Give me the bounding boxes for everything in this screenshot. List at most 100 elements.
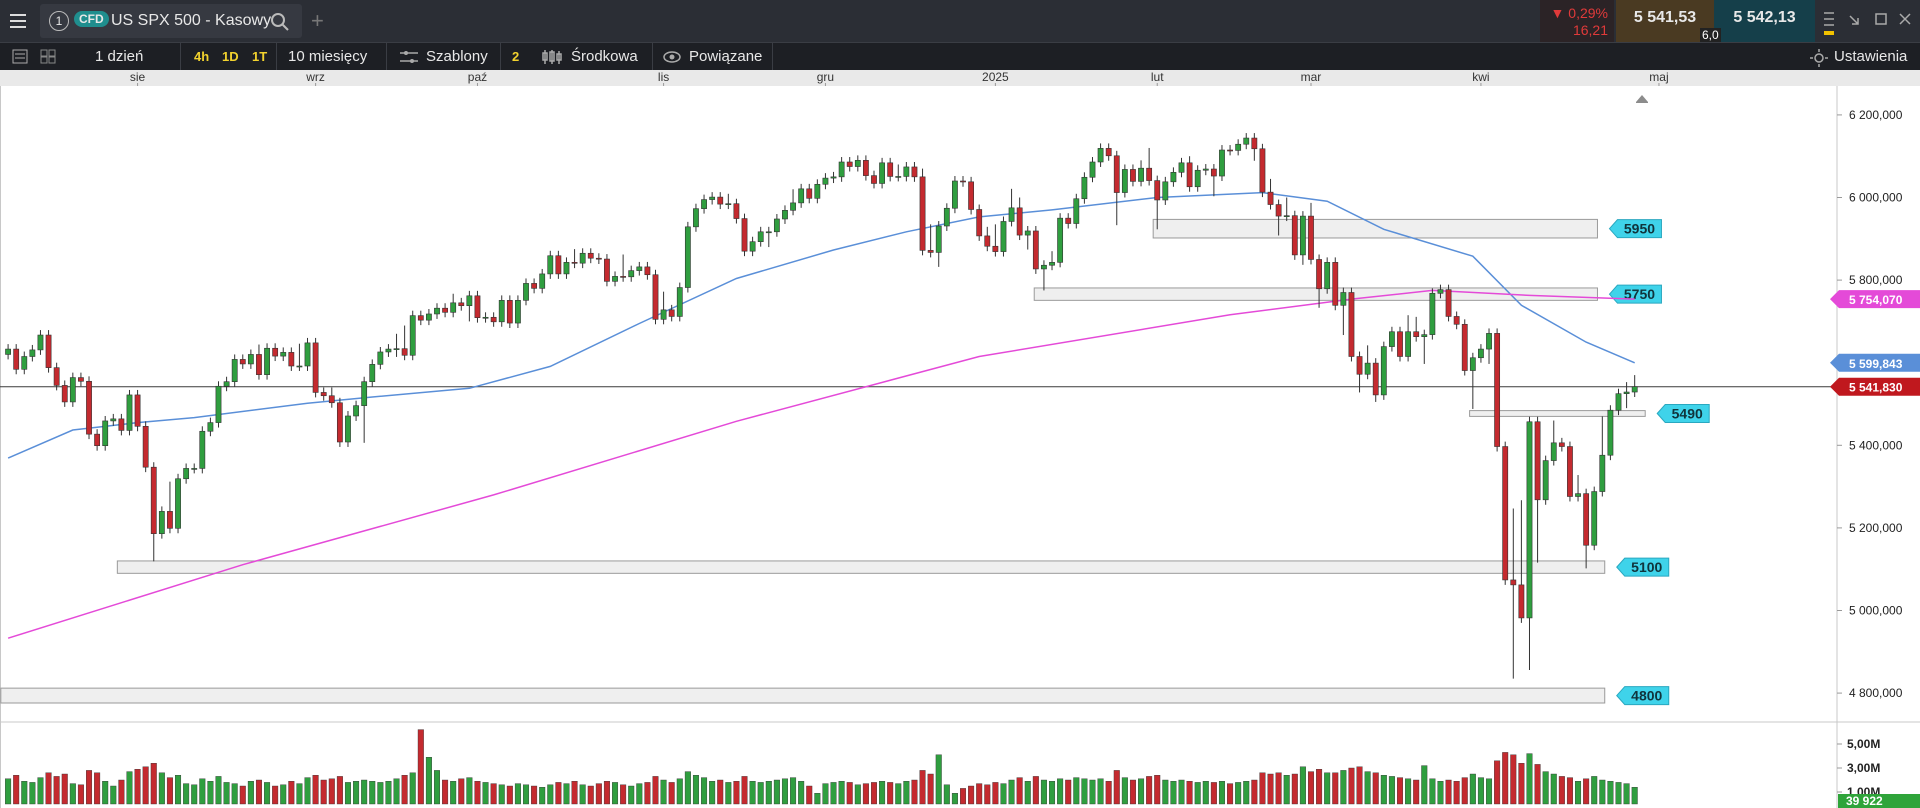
volume-bar [5,778,12,805]
volume-bar [45,772,52,805]
candle-body [280,352,287,357]
volume-bar [1283,775,1290,805]
candle-body [935,225,942,253]
candle-body [1607,409,1614,456]
candle-body [353,405,359,417]
sell-price[interactable]: 5 541,53 [1616,0,1714,42]
separator [500,43,501,71]
settings[interactable]: Ustawienia [1834,48,1908,65]
settings-icon[interactable] [1810,49,1828,67]
quick-interval[interactable]: 1D [222,49,239,64]
volume-bar [1340,770,1347,805]
volume-bar [1089,779,1096,805]
instrument-name: US SPX 500 - Kasowy [111,12,272,29]
candle-body [466,295,473,307]
volume-bar [1413,779,1420,805]
volume-bar [652,776,659,805]
search-icon[interactable] [270,12,290,32]
x-tick-label: lis [658,70,669,84]
volume-bar [531,785,538,805]
buy-price[interactable]: 5 542,13 [1714,0,1815,42]
candle-body [1299,215,1306,256]
volume-bar [393,778,400,805]
templates[interactable]: Szablony [426,48,488,65]
volume-bar [166,777,173,805]
candle-body [1283,215,1290,217]
separator [652,43,653,71]
add-tab[interactable]: + [311,8,324,33]
related-icon[interactable] [663,51,681,63]
volume-bar [620,784,627,805]
candle-body [86,380,92,435]
volume-bar [1008,779,1015,805]
volume-bar [612,782,619,805]
mode-icon[interactable] [542,49,564,65]
candle-body [102,420,109,447]
zone-label: 5950 [1624,221,1655,237]
volume-bar [968,785,975,805]
candle-body [660,309,667,320]
candle-body [1210,168,1217,177]
candle-body [879,162,885,184]
volume-bar [636,783,643,805]
candle-body [1154,180,1161,201]
candle-body [943,207,950,227]
range[interactable]: 10 miesięcy [288,48,368,65]
candle-body [1486,333,1492,350]
volume-bar [822,783,829,805]
event-marker[interactable] [1636,95,1648,103]
volume-bar [353,781,360,805]
volume-bar [1210,782,1217,805]
volume-bar [692,775,699,805]
volume-bar [450,781,457,805]
candle-body [288,352,295,367]
related[interactable]: Powiązane [689,48,763,65]
volume-bar [1397,777,1404,805]
volume-bar [442,779,449,805]
volume-bar [628,785,635,805]
ma-badge-label: 5 599,843 [1849,357,1903,371]
candle-body [1348,292,1355,357]
candle-body [765,231,772,234]
candle-body [862,160,869,176]
candle-body [952,180,958,209]
candle-body [806,188,813,199]
candle-body [927,250,934,253]
menu-icon[interactable] [10,13,30,29]
candle-body [78,377,84,382]
mode[interactable]: Środkowa [571,48,638,65]
interval[interactable]: 1 dzień [95,48,144,65]
volume-bar [385,781,392,805]
candle-body [167,511,173,529]
change-pct: ▼ 0,29% [1550,5,1608,21]
candle-body [53,367,60,386]
volume-bar [733,781,740,805]
candle-body [1170,172,1177,183]
zone-label: 4800 [1631,688,1662,704]
volume-bar [1138,778,1145,805]
candle-body [838,161,845,178]
candle-body [21,356,28,370]
volume-bar [1024,781,1031,805]
candle-body [69,377,76,403]
quick-interval[interactable]: 4h [194,49,210,64]
candle-body [1510,579,1517,586]
volume-bar [563,783,570,805]
candle-body [1194,169,1201,188]
candle-body [773,218,780,233]
volume-bar [814,793,821,805]
quick-interval[interactable]: 1T [252,49,268,64]
candle-body [175,478,181,529]
zone-label: 5750 [1624,286,1655,302]
layout-icons[interactable] [12,49,56,65]
candle-body [1243,137,1250,145]
window-icons[interactable] [1822,10,1918,36]
candle-body [1502,446,1509,581]
separator [180,43,181,71]
volume-bar [1575,781,1582,805]
volume-bar [312,775,319,805]
candle-body [158,511,165,534]
candle-body [976,209,983,237]
templates-icon[interactable] [400,50,418,64]
candle-body [393,348,400,350]
